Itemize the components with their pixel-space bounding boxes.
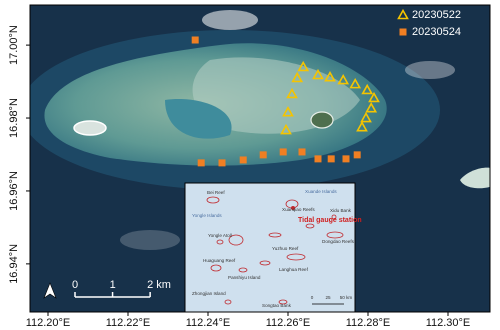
square-marker	[399, 28, 407, 36]
inset-label: Dongdao Reefs	[322, 239, 355, 244]
legend: 20230522 20230524	[397, 8, 461, 38]
inset-scale-label: 25	[325, 295, 331, 300]
legend-label: 20230522	[412, 9, 461, 21]
square-marker	[342, 155, 350, 163]
scale-bar: 0 1 2 km	[43, 279, 171, 299]
square-marker	[314, 155, 322, 163]
square-marker	[191, 36, 199, 44]
square-marker	[298, 148, 306, 156]
inset-scale-label: 0	[311, 295, 314, 300]
square-marker	[239, 156, 247, 164]
inset-label: Yongle Islands	[192, 213, 222, 218]
inset-label: Bei Reef	[207, 190, 225, 195]
inset-label: Zhongjian Island	[192, 291, 226, 296]
triangle-marker	[291, 71, 304, 83]
triangle-marker	[280, 123, 292, 135]
x-tick-label: 112.20°E	[26, 317, 71, 329]
scale-label: 2 km	[147, 279, 171, 291]
inset-label: Yuzhuo Reef	[272, 246, 299, 251]
axes: 112.20°E 112.22°E 112.24°E 112.26°E 112.28°E…	[8, 25, 470, 329]
square-marker	[218, 159, 226, 167]
x-tick-label: 112.24°E	[186, 317, 231, 329]
inset-label: Xuanqiao Reefs	[282, 207, 315, 212]
x-tick-label: 112.22°E	[106, 317, 151, 329]
triangle-marker	[324, 71, 336, 82]
inset-label: Xuande Islands	[305, 189, 337, 194]
imagery	[30, 5, 490, 312]
markers	[191, 36, 380, 167]
triangle-marker	[282, 106, 294, 117]
y-tick-label: 17.00°N	[8, 25, 20, 65]
triangle-marker	[360, 111, 372, 123]
triangle-marker	[297, 60, 310, 72]
inset-label: Tidal gauge station	[298, 217, 362, 224]
square-marker	[279, 148, 287, 156]
triangle-marker	[356, 121, 368, 132]
legend-label: 20230524	[412, 26, 461, 38]
x-tick-label: 112.26°E	[266, 317, 311, 329]
square-marker	[353, 151, 361, 159]
inset-scale-label: 50 km	[340, 295, 353, 300]
triangle-marker	[368, 91, 380, 103]
triangle-marker	[361, 83, 374, 95]
triangle-marker	[397, 8, 409, 20]
triangle-marker	[337, 73, 350, 85]
inset-label: Langhua Reef	[279, 267, 309, 272]
y-tick-label: 16.94°N	[8, 244, 20, 284]
y-tick-label: 16.98°N	[8, 98, 20, 138]
triangle-marker	[312, 68, 324, 80]
scale-label: 0	[72, 279, 78, 291]
inset-map: Bei Reef Xuande Islands Yongle Islands X…	[184, 182, 362, 313]
triangle-marker	[286, 87, 298, 99]
square-marker	[327, 155, 335, 163]
inset-label: Yongle Atoll	[208, 233, 232, 238]
y-tick-label: 16.96°N	[8, 171, 20, 211]
triangle-marker	[365, 102, 378, 113]
x-tick-label: 112.30°E	[426, 317, 471, 329]
north-arrow	[43, 282, 57, 299]
inset-label: Xidu Bank	[330, 208, 352, 213]
square-marker	[259, 151, 267, 159]
triangle-marker	[349, 77, 362, 89]
scale-label: 1	[110, 279, 116, 291]
inset-label: Panshiyu Island	[228, 275, 261, 280]
square-marker	[197, 159, 205, 167]
inset-label: Huaguang Reef	[203, 258, 236, 263]
x-tick-label: 112.28°E	[346, 317, 391, 329]
inset-label: Songtao Bank	[262, 303, 292, 308]
